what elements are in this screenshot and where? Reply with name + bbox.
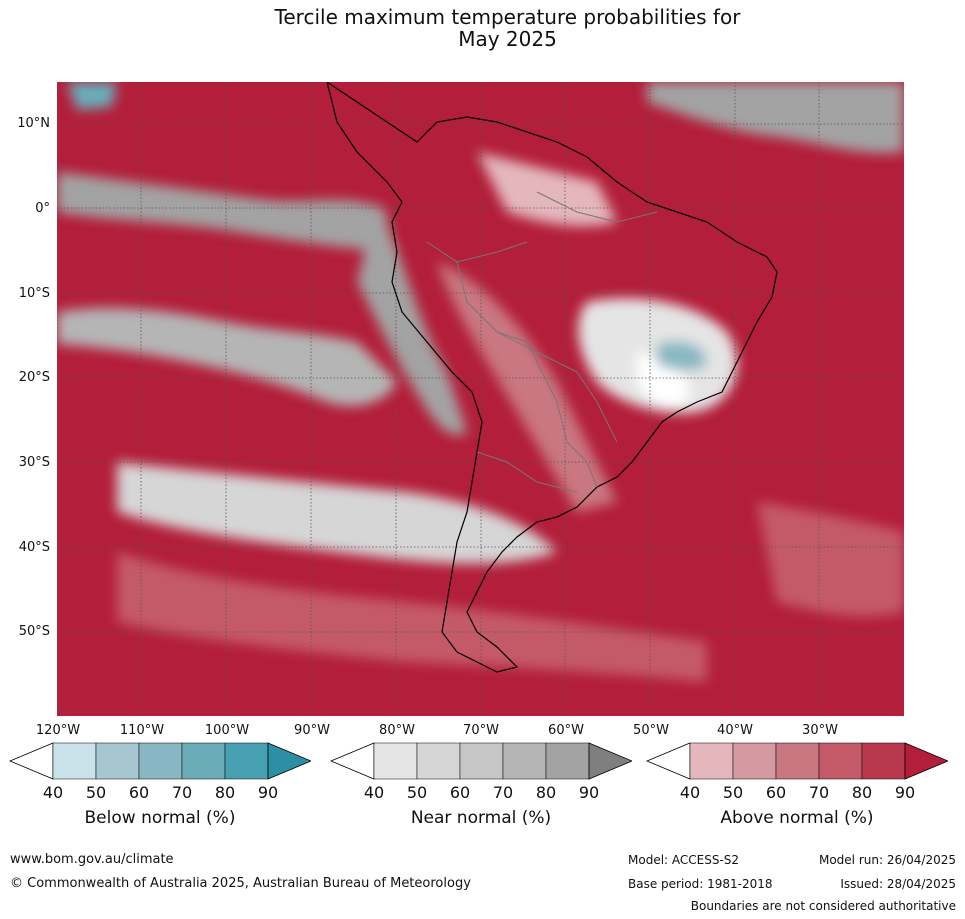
colorbar-segment	[545, 742, 590, 780]
colorbar-label-above: Above normal (%)	[720, 808, 874, 828]
colorbar-tick-label: 80	[214, 783, 236, 802]
colorbar-segment	[689, 742, 734, 780]
colorbar-tick-label: 50	[406, 783, 428, 802]
colorbar-min-extend	[330, 742, 375, 780]
colorbar-tick-label: 90	[578, 783, 600, 802]
colorbar-segment	[95, 742, 140, 780]
colorbar-tick-label: 70	[808, 783, 830, 802]
coastline	[326, 82, 778, 673]
colorbar-tick-label: 80	[851, 783, 873, 802]
graticule	[57, 82, 904, 716]
colorbar-tick-label: 40	[679, 783, 701, 802]
title-line-1: Tercile maximum temperature probabilitie…	[274, 5, 741, 29]
lon-label: 40°W	[717, 723, 753, 738]
colorbar-tick-label: 40	[363, 783, 385, 802]
model-info: Model: ACCESS-S2	[628, 853, 740, 867]
lat-label: 20°S	[18, 370, 50, 385]
colorbar-segment	[861, 742, 906, 780]
colorbar-segment	[373, 742, 418, 780]
colorbar-tick-label: 50	[85, 783, 107, 802]
colorbar-label-near: Near normal (%)	[410, 808, 552, 828]
lon-label: 30°W	[802, 723, 838, 738]
lon-label: 60°W	[548, 723, 584, 738]
colorbar-tick-label: 40	[42, 783, 64, 802]
colorbar-min-extend	[646, 742, 691, 780]
lat-label: 30°S	[18, 455, 50, 470]
colorbar-tick-label: 60	[765, 783, 787, 802]
lon-label: 100°W	[204, 723, 250, 738]
lat-label: 40°S	[18, 540, 50, 555]
colorbar-tick-label: 70	[171, 783, 193, 802]
colorbar-max-extend	[588, 742, 632, 780]
disclaimer: Boundaries are not considered authoritat…	[690, 899, 956, 913]
lon-label: 70°W	[463, 723, 499, 738]
colorbar-max-extend	[267, 742, 311, 780]
colorbar-segment	[52, 742, 97, 780]
lon-label: 50°W	[633, 723, 669, 738]
colorbar-tick-label: 70	[492, 783, 514, 802]
colorbar-tick-label: 80	[535, 783, 557, 802]
colorbar-above-normal	[646, 742, 948, 780]
colorbar-segment	[224, 742, 269, 780]
lon-label: 80°W	[379, 723, 415, 738]
colorbar-segment	[502, 742, 547, 780]
lon-label: 90°W	[294, 723, 330, 738]
colorbar-segment	[181, 742, 226, 780]
colorbar-tick-label: 50	[722, 783, 744, 802]
chart-title: Tercile maximum temperature probabilitie…	[0, 6, 965, 50]
colorbar-near-normal	[330, 742, 632, 780]
lat-label: 50°S	[18, 624, 50, 639]
country-boundaries	[426, 191, 658, 493]
colorbar-below-normal	[9, 742, 311, 780]
colorbar-tick-label: 90	[257, 783, 279, 802]
lon-label: 120°W	[35, 723, 81, 738]
colorbar-tick-label: 60	[128, 783, 150, 802]
colorbar-min-extend	[9, 742, 54, 780]
probability-map	[57, 82, 904, 716]
colorbar-max-extend	[904, 742, 948, 780]
colorbar-segment	[416, 742, 461, 780]
lat-label: 0°	[35, 201, 50, 216]
issued-date: Issued: 28/04/2025	[840, 877, 956, 891]
website-link[interactable]: www.bom.gov.au/climate	[10, 852, 174, 867]
colorbar-segment	[775, 742, 820, 780]
copyright: © Commonwealth of Australia 2025, Austra…	[10, 876, 471, 891]
colorbar-segment	[732, 742, 777, 780]
title-line-2: May 2025	[458, 27, 557, 51]
colorbar-label-below: Below normal (%)	[84, 808, 236, 828]
model-run: Model run: 26/04/2025	[818, 853, 956, 867]
lon-label: 110°W	[119, 723, 165, 738]
colorbar-tick-label: 90	[894, 783, 916, 802]
base-period: Base period: 1981-2018	[628, 877, 773, 891]
lat-label: 10°S	[18, 286, 50, 301]
colorbar-tick-label: 60	[449, 783, 471, 802]
colorbar-segment	[459, 742, 504, 780]
colorbar-segment	[138, 742, 183, 780]
colorbar-segment	[818, 742, 863, 780]
lat-label: 10°N	[17, 116, 50, 131]
